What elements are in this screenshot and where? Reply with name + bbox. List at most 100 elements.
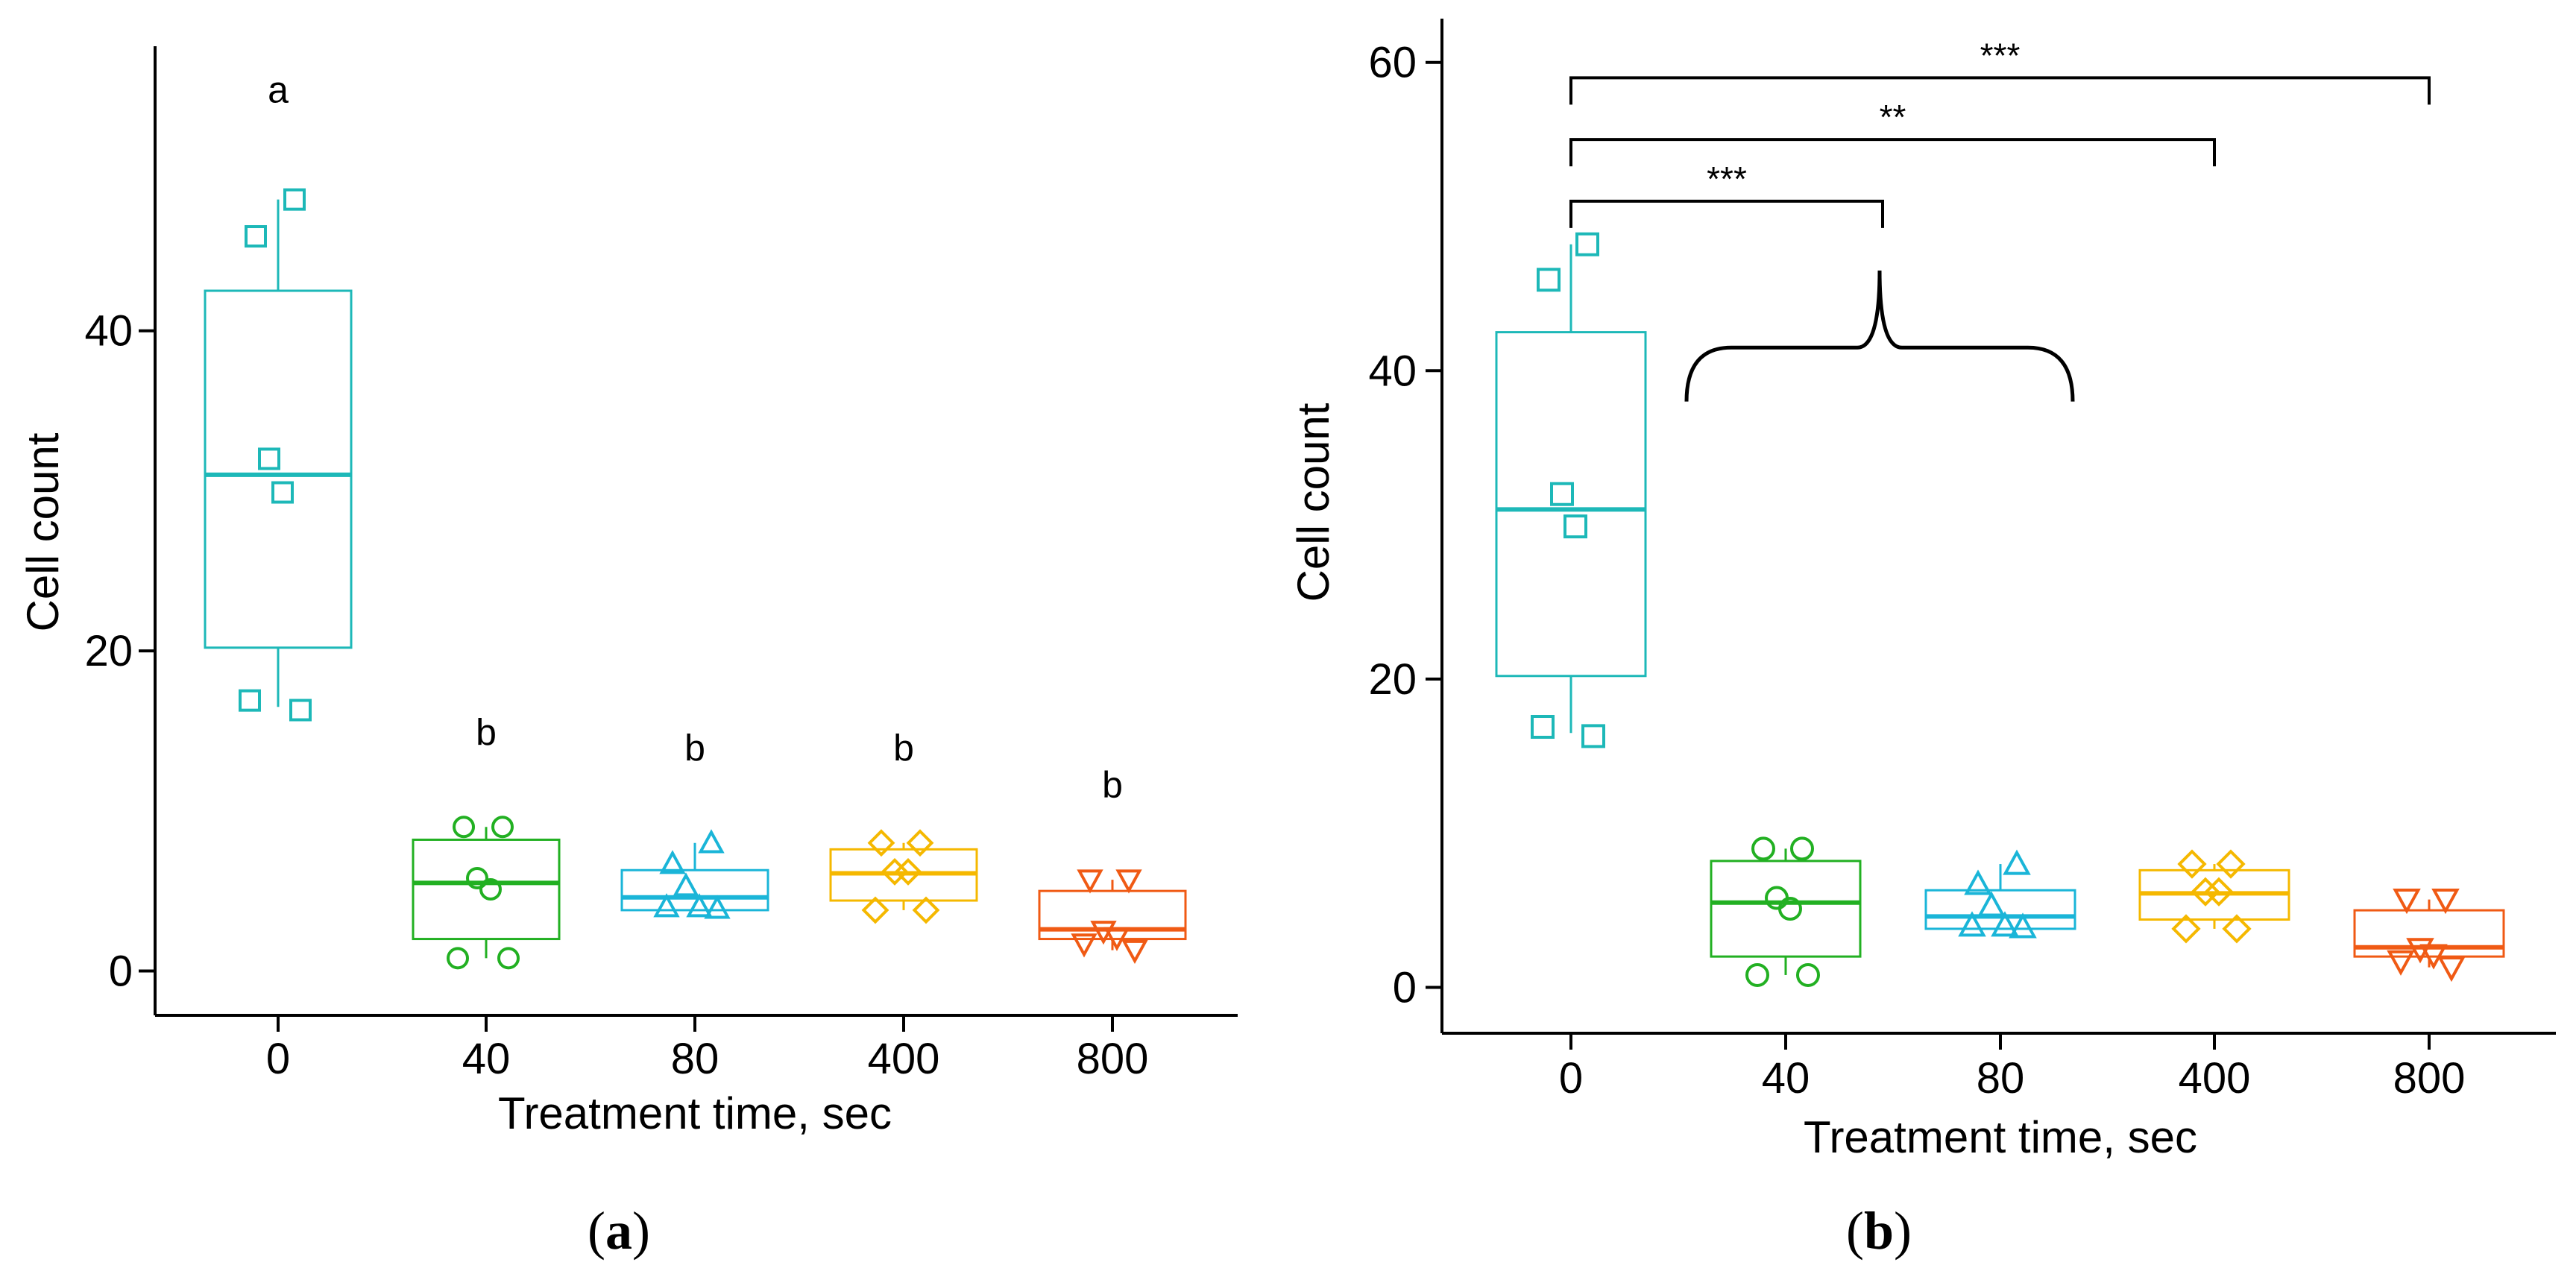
panel-a-data-point	[271, 481, 294, 504]
panel-b-data-point	[2191, 877, 2220, 906]
panel-a-data-point	[289, 699, 312, 722]
panel-b-data-point	[2393, 889, 2421, 915]
panel-a-data-point	[1071, 933, 1098, 958]
panel-b-data-point	[2419, 944, 2448, 970]
panel-a-data-point	[673, 872, 699, 897]
panel-b-data-point	[1765, 886, 1789, 910]
panel-b-significance-label: **	[1880, 98, 1906, 136]
panel-a-data-point	[1103, 927, 1130, 951]
panel-b-data-point	[1964, 869, 1992, 895]
panel-a-group-letter: b	[684, 728, 705, 769]
panel-a-data-point	[491, 816, 514, 839]
panel-b-data-point	[1958, 911, 1986, 937]
panel-b-x-axis-label: Treatment time, sec	[1804, 1112, 2197, 1162]
panel-a-data-point	[466, 866, 488, 889]
panel-a-x-tick-label: 80	[671, 1035, 719, 1083]
panel-b-data-point	[1778, 897, 1802, 921]
panel-b-data-point	[2387, 950, 2415, 976]
panel-a-x-tick-label: 400	[868, 1035, 940, 1083]
panel-a-data-point	[698, 829, 725, 854]
panel-a-x-tick-label: 0	[266, 1035, 290, 1083]
panel-b-y-tick-label: 60	[1368, 39, 1417, 87]
panel-b-x-tick-label: 40	[1762, 1054, 1810, 1103]
panel-b-data-point	[1977, 891, 2006, 917]
panel-b-x-tick-label: 0	[1559, 1054, 1583, 1103]
panel-b-data-point	[1550, 482, 1574, 506]
panel-a-data-point	[497, 947, 520, 970]
panel-a-y-tick-label: 20	[84, 627, 133, 675]
panel-b-chart: 0 20 40 60 0 40 80 400 800 Treatment time, sec Cel…	[1288, 19, 2556, 1162]
panel-a-box	[204, 289, 353, 649]
panel-b-data-point	[1790, 836, 1814, 861]
panel-a-data-point	[1115, 869, 1142, 894]
panel-b-data-point	[2009, 912, 2037, 939]
panel-a-data-point	[239, 689, 261, 712]
panel-a-data-point	[447, 947, 469, 970]
panel-a-x-tick-label: 40	[462, 1035, 511, 1083]
panel-b-data-point	[2003, 849, 2031, 875]
panel-a-data-point	[453, 816, 475, 839]
panel-b-x-tick-label: 400	[2179, 1054, 2251, 1103]
panel-b-significance-label: ***	[1980, 36, 2021, 75]
panel-a-data-point	[906, 829, 934, 857]
panel-b-box	[2353, 909, 2505, 958]
panel-b-data-point	[2222, 914, 2252, 944]
panel-b-data-point	[1581, 724, 1605, 748]
panel-a-caption: (a)	[588, 1201, 650, 1261]
panel-b-data-point	[2177, 849, 2207, 879]
panel-a-data-point	[861, 896, 889, 924]
panel-b-data-point	[1531, 715, 1555, 740]
panel-a-x-tick-label: 800	[1077, 1035, 1149, 1083]
panel-a-data-point	[867, 829, 895, 857]
panel-a-group-letter: b	[893, 728, 914, 769]
panel-b-significance-label: ***	[1707, 160, 1747, 198]
panel-a-x-axis-label: Treatment time, sec	[498, 1088, 892, 1138]
panel-b-data-point	[1745, 962, 1769, 987]
panel-b-y-tick-label: 20	[1368, 655, 1417, 704]
panel-a-data-point	[704, 895, 731, 919]
panel-b-data-point	[2216, 849, 2246, 879]
panel-a-data-point	[659, 850, 686, 874]
panel-b-data-point	[2431, 889, 2460, 915]
panel-b-box	[1710, 860, 1862, 958]
panel-b-data-point	[1796, 962, 1820, 987]
panel-b-data-point	[2171, 914, 2201, 944]
panel-b-y-axis-label: Cell count	[1288, 403, 1338, 602]
panel-b-y-tick-label: 0	[1393, 964, 1417, 1012]
panel-a-data-point	[245, 225, 267, 248]
panel-a-y-tick-label: 0	[109, 947, 133, 996]
panel-a-data-point	[912, 896, 940, 924]
panel-a-box	[412, 838, 561, 941]
panel-b-y-tick-label: 40	[1368, 347, 1417, 395]
panel-b-significance-bracket	[1569, 76, 2431, 105]
panel-a-data-point	[653, 893, 680, 918]
panel-a-group-letter: b	[476, 711, 497, 753]
panel-a-y-axis-label: Cell count	[18, 432, 68, 631]
panel-b-box	[1924, 889, 2076, 930]
panel-b-data-point	[1537, 268, 1561, 292]
panel-b-data-point	[1991, 911, 2019, 937]
panel-b-x-tick-label: 80	[1977, 1054, 2025, 1103]
panel-a-y-tick-label: 40	[84, 307, 133, 356]
panel-b-significance-bracket	[1569, 199, 1884, 228]
panel-b-data-point	[1751, 836, 1775, 861]
panel-a-data-point	[1121, 939, 1148, 965]
panel-b-data-point	[2437, 956, 2466, 983]
panel-b-data-point	[1563, 514, 1587, 539]
panel-a-data-point	[686, 893, 713, 918]
panel-a-box	[1038, 889, 1187, 941]
panel-a-data-point	[1077, 869, 1103, 894]
panel-a-group-letter: b	[1102, 764, 1123, 806]
panel-b-caption: (b)	[1846, 1201, 1912, 1261]
panel-b-box	[1495, 331, 1647, 678]
panel-a-box	[620, 868, 769, 912]
panel-b-significance-bracket	[1569, 138, 2216, 167]
panel-a-data-point	[894, 857, 922, 886]
panel-b-data-point	[2204, 877, 2234, 906]
panel-b-group-brace	[1684, 270, 2075, 402]
panel-a-data-point	[479, 878, 502, 901]
panel-b-data-point	[1575, 232, 1599, 256]
panel-a-data-point	[258, 447, 280, 470]
